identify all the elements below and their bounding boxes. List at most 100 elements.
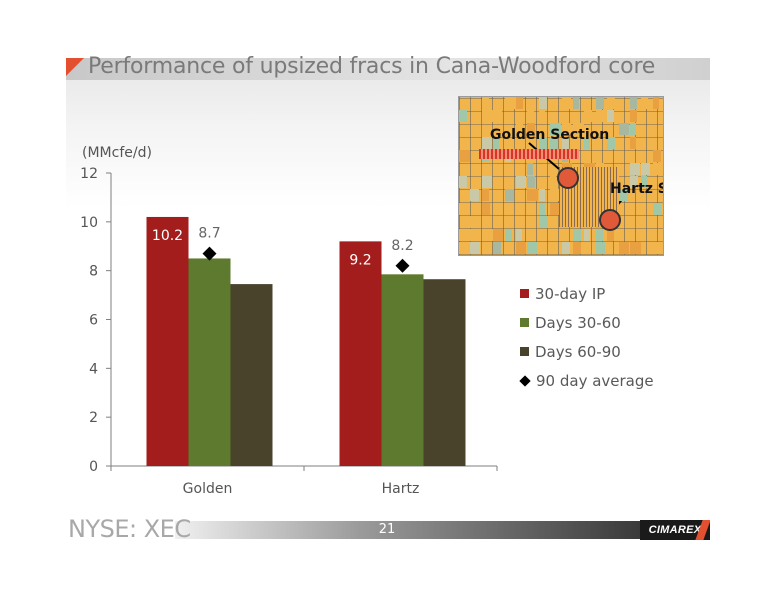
map-tile	[481, 176, 492, 189]
map-tile	[470, 242, 481, 255]
map-tile	[493, 242, 502, 255]
legend-label: Days 60-90	[535, 342, 621, 361]
stock-ticker: NYSE: XEC	[68, 515, 191, 543]
map-tile	[652, 149, 661, 162]
map-tile	[641, 97, 649, 109]
map-tile	[550, 136, 559, 149]
map-tile	[550, 189, 561, 202]
map-tile	[459, 229, 466, 241]
well-map-image: Golden Section Hartz Section	[458, 96, 664, 256]
legend-item-30-day-ip: 30-day IP	[520, 279, 654, 308]
section-circle-marker	[557, 167, 579, 189]
map-tile	[630, 176, 638, 189]
map-tile	[595, 97, 604, 109]
bar-golden-series-0	[146, 216, 189, 466]
x-category-label: Golden	[183, 481, 233, 497]
map-tile	[573, 97, 579, 109]
map-tile	[561, 97, 571, 109]
map-tile	[459, 176, 467, 189]
y-tick-label: 2	[89, 410, 98, 426]
map-tile	[470, 215, 478, 228]
golden-section-label: Golden Section	[490, 127, 610, 143]
bar-data-label: 9.2	[349, 252, 371, 268]
section-circle-marker	[599, 209, 621, 231]
map-tile	[538, 97, 547, 109]
map-tile	[595, 110, 607, 123]
y-tick-label: 6	[89, 313, 98, 329]
map-tile	[504, 229, 512, 241]
map-tile	[607, 229, 615, 241]
y-tick-label: 10	[80, 215, 98, 231]
map-tile	[538, 215, 548, 228]
map-tile	[459, 110, 467, 123]
map-tile	[641, 163, 651, 175]
legend-label: Days 30-60	[535, 313, 621, 332]
y-axis-units-label: (MMcfe/d)	[82, 145, 152, 161]
map-tile	[538, 189, 545, 202]
legend-item-90-day-average: 90 day average	[519, 366, 654, 395]
map-tile	[459, 202, 467, 215]
map-tile	[607, 136, 616, 149]
map-tile	[573, 229, 581, 241]
map-tile	[630, 136, 636, 149]
map-tile	[527, 242, 538, 255]
map-tile	[538, 136, 547, 149]
average-diamond-marker	[395, 258, 410, 273]
map-tile	[516, 215, 522, 228]
map-tile	[584, 242, 591, 255]
map-tile	[493, 229, 504, 241]
chart-labels: 0 2 4 6 8 10 12 Golden 10.2 8.7 Hartz 9.2 8.2	[80, 166, 419, 497]
map-tile	[561, 123, 571, 136]
map-tile	[527, 176, 536, 189]
map-tile	[630, 163, 640, 175]
map-tile	[481, 97, 489, 109]
chart-bars	[146, 216, 466, 466]
bar-hartz-series-2	[423, 279, 466, 466]
map-tile	[516, 97, 523, 109]
hartz-section-label: Hartz Section	[610, 181, 663, 197]
map-tile	[573, 123, 584, 136]
map-tile	[652, 202, 661, 215]
map-tile	[618, 123, 629, 136]
map-tile	[538, 202, 545, 215]
map-tile	[527, 189, 539, 202]
map-tile	[550, 123, 562, 136]
legend-item-days-30-60: Days 30-60	[520, 308, 654, 337]
map-tile	[493, 136, 500, 149]
map-tile	[516, 176, 526, 189]
map-tile	[630, 242, 641, 255]
map-tile	[561, 136, 569, 149]
footer-bar	[175, 521, 640, 539]
frac-highlight	[479, 149, 579, 159]
map-tile	[573, 242, 581, 255]
map-tile	[630, 123, 636, 136]
map-tile	[652, 242, 660, 255]
title-bar	[66, 58, 710, 80]
map-tile	[584, 110, 593, 123]
map-tile	[550, 176, 557, 189]
map-tile	[652, 163, 663, 175]
map-tile	[538, 110, 545, 123]
y-tick-label: 12	[80, 166, 98, 182]
map-tile	[481, 110, 493, 123]
map-tile	[516, 123, 523, 136]
bar-golden-series-1	[188, 258, 231, 466]
map-tile	[459, 149, 470, 162]
bar-hartz-series-1	[381, 274, 424, 466]
map-tile	[584, 229, 591, 241]
diamond-marker-icon	[519, 374, 531, 387]
map-tile	[527, 110, 535, 123]
map-tile	[618, 189, 628, 202]
chart-legend: 30-day IP Days 30-60 Days 60-90 90 day a…	[519, 279, 654, 395]
map-tile	[641, 176, 648, 189]
map-tile	[607, 97, 616, 109]
map-tile	[493, 215, 503, 228]
map-tile	[550, 215, 558, 228]
map-tile	[561, 242, 570, 255]
map-tile	[607, 110, 615, 123]
bar-golden-series-2	[230, 284, 273, 466]
map-tile	[481, 189, 489, 202]
map-tile	[470, 189, 480, 202]
legend-swatch	[520, 318, 529, 327]
